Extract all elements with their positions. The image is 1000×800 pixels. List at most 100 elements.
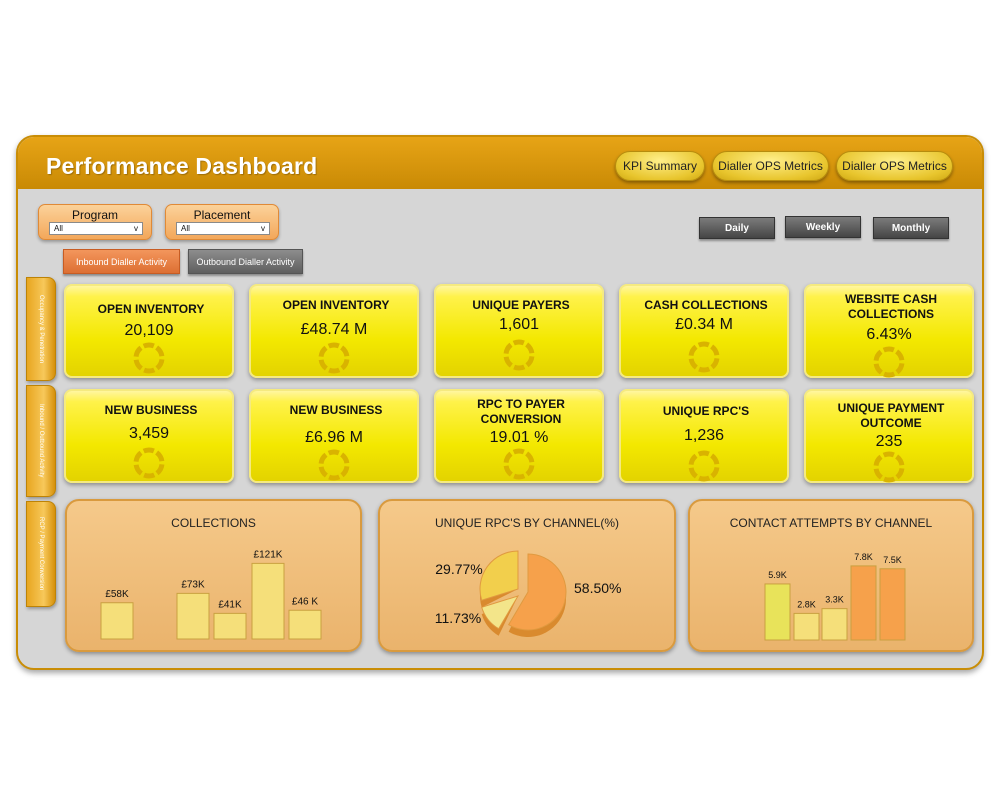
kpi-title: RPC TO PAYER CONVERSION: [477, 397, 565, 426]
refresh-ring-icon: [873, 346, 905, 378]
ring-segment: [512, 448, 525, 455]
ring-segment: [154, 345, 165, 357]
kpi-value: 235: [875, 433, 903, 450]
kpi-value: 19.01 %: [489, 429, 549, 446]
ring-segment: [133, 345, 143, 358]
bar: [793, 612, 820, 641]
bar: [100, 602, 134, 640]
bar-label: £41K: [218, 599, 242, 610]
kpi-value: 3,459: [128, 425, 170, 442]
bar-label: £58K: [105, 589, 129, 600]
kpi-value: 1,601: [498, 316, 540, 333]
monthly-button[interactable]: Monthly: [873, 217, 949, 239]
weekly-button[interactable]: Weekly: [785, 216, 861, 238]
kpi-title: UNIQUE PAYMENT OUTCOME: [837, 401, 945, 430]
ring-segment: [894, 454, 905, 466]
placement-filter[interactable]: Placement All v: [165, 204, 279, 240]
side-tab-occupancy[interactable]: Occupancy & Penetration: [26, 277, 56, 381]
kpi-title: UNIQUE RPC'S: [662, 404, 750, 418]
ring-segment: [143, 367, 156, 374]
dashboard-frame: Performance Dashboard KPI Summary Dialle…: [16, 135, 984, 670]
kpi-value: £48.74 M: [300, 321, 368, 338]
program-select[interactable]: All v: [49, 222, 143, 235]
ring-segment: [895, 362, 905, 375]
bar-label: £46 K: [292, 596, 318, 607]
kpi-value: £6.96 M: [305, 429, 363, 446]
kpi-title: OPEN INVENTORY: [282, 298, 390, 312]
pie-slice: [479, 550, 519, 601]
kpi-card: UNIQUE PAYMENT OUTCOME 235: [804, 389, 974, 483]
refresh-ring-icon: [133, 342, 165, 374]
kpi-title: UNIQUE PAYERS: [472, 298, 570, 312]
kpi-card: WEBSITE CASH COLLECTIONS 6.43%: [804, 284, 974, 378]
ring-segment: [155, 358, 165, 371]
ring-segment: [883, 371, 896, 378]
side-tab-inbound-outbound[interactable]: Inbound / Outbound Activity: [26, 385, 56, 497]
ring-segment: [688, 358, 699, 370]
program-label: Program: [71, 208, 118, 222]
nav-kpi-summary-button[interactable]: KPI Summary: [615, 151, 705, 181]
pie-label: 29.77%: [435, 561, 482, 577]
ring-segment: [512, 339, 525, 346]
contact-attempts-panel: CONTACT ATTEMPTS BY CHANNEL 5.9K 2.8K 3.3K…: [688, 499, 974, 652]
pie-label: 11.73%: [435, 610, 481, 626]
kpi-card: RPC TO PAYER CONVERSION 19.01 %: [434, 389, 604, 483]
kpi-title: NEW BUSINESS: [104, 403, 198, 417]
ring-segment: [873, 454, 883, 467]
kpi-value: 1,236: [683, 427, 725, 444]
program-filter[interactable]: Program All v: [38, 204, 152, 240]
pie-label: 58.50%: [574, 580, 621, 596]
ring-segment: [503, 451, 513, 464]
kpi-value: £0.34 M: [675, 316, 733, 333]
collections-chart: £58K £73K £41K £121K £46 K: [100, 549, 322, 640]
ring-segment: [697, 450, 710, 457]
ring-segment: [142, 447, 155, 454]
ring-segment: [503, 356, 514, 368]
refresh-ring-icon: [688, 341, 720, 373]
refresh-ring-icon: [503, 339, 535, 371]
nav-dialler-ops-metrics-button-2[interactable]: Dialler OPS Metrics: [836, 151, 953, 181]
bar-label: 5.9K: [768, 570, 787, 580]
placement-select[interactable]: All v: [176, 222, 270, 235]
bar-label: £73K: [181, 579, 205, 590]
bar: [251, 562, 285, 640]
ring-segment: [873, 363, 884, 375]
nav-dialler-ops-metrics-button[interactable]: Dialler OPS Metrics: [712, 151, 829, 181]
refresh-ring-icon: [688, 450, 720, 482]
bar-label: 7.5K: [883, 555, 902, 565]
contact-attempts-chart: 5.9K 2.8K 3.3K 7.8K 7.5K: [764, 552, 906, 641]
ring-segment: [873, 468, 884, 480]
ring-segment: [525, 464, 535, 477]
collections-title: COLLECTIONS: [171, 516, 256, 530]
side-tab-rcp-payment[interactable]: RCP / Payment Conversion: [26, 501, 56, 607]
ring-segment: [133, 450, 143, 463]
daily-button[interactable]: Daily: [699, 217, 775, 239]
header-bar: Performance Dashboard KPI Summary Dialle…: [18, 137, 982, 189]
ring-segment: [513, 473, 526, 480]
ring-segment: [155, 463, 165, 476]
bar: [288, 609, 322, 640]
outbound-activity-tab[interactable]: Outbound Dialler Activity: [188, 249, 303, 274]
ring-segment: [698, 366, 711, 373]
page-title: Performance Dashboard: [46, 153, 318, 179]
ring-segment: [339, 452, 350, 464]
ring-segment: [688, 453, 698, 466]
kpi-card: OPEN INVENTORY 20,109: [64, 284, 234, 378]
bar: [176, 592, 210, 640]
refresh-ring-icon: [503, 448, 535, 480]
ring-segment: [133, 359, 144, 371]
ring-segment: [318, 359, 329, 371]
ring-segment: [327, 342, 340, 349]
ring-segment: [339, 345, 350, 357]
collections-panel: COLLECTIONS £58K £73K £41K £121K £46 K: [65, 499, 362, 652]
ring-segment: [328, 367, 341, 374]
kpi-card: UNIQUE PAYERS 1,601: [434, 284, 604, 378]
bar-label: 3.3K: [825, 595, 844, 605]
inbound-activity-tab[interactable]: Inbound Dialler Activity: [63, 249, 180, 274]
side-tab-rcp-payment-label: RCP / Payment Conversion: [38, 517, 44, 591]
kpi-value: 6.43%: [866, 326, 912, 343]
bar-label: 2.8K: [797, 599, 816, 609]
ring-segment: [318, 345, 328, 358]
ring-segment: [882, 451, 895, 458]
refresh-ring-icon: [318, 449, 350, 481]
